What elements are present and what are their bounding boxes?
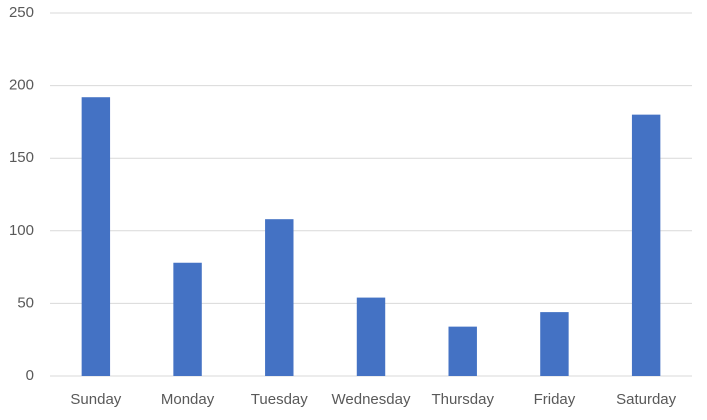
x-tick-label: Tuesday [251,391,308,408]
y-tick-label: 50 [17,294,34,311]
bar [448,326,477,376]
bar [173,262,202,376]
y-tick-label: 150 [9,149,34,166]
x-tick-label: Friday [534,391,576,408]
bar [631,114,661,376]
x-tick-label: Thursday [431,391,494,408]
bar [81,97,111,376]
y-tick-label: 250 [9,4,34,21]
bar [265,219,294,376]
y-tick-label: 200 [9,77,34,94]
bar [540,312,569,376]
y-tick-label: 100 [9,222,34,239]
x-tick-label: Wednesday [332,391,411,408]
x-tick-label: Monday [161,391,215,408]
x-tick-label: Saturday [616,391,677,408]
y-tick-label: 0 [26,367,34,384]
x-tick-label: Sunday [70,391,121,408]
bar [356,297,386,376]
